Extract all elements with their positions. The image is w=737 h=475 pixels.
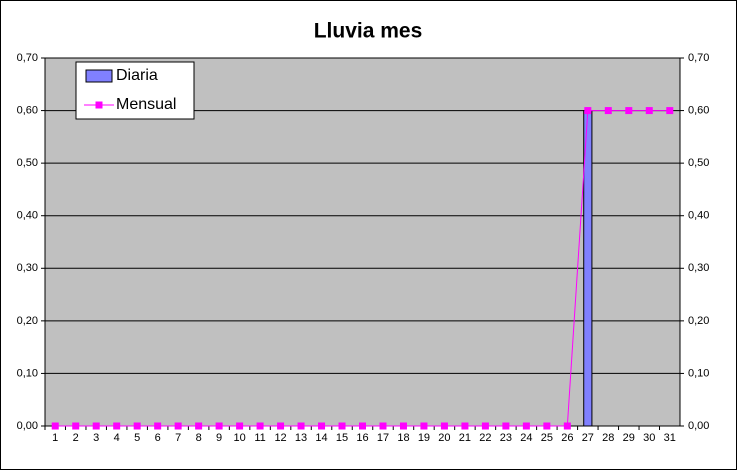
- line-marker: [92, 422, 100, 430]
- line-marker: [72, 422, 80, 430]
- x-tick-label: 10: [233, 432, 245, 444]
- y2-tick-label: 0,30: [688, 262, 709, 274]
- y-tick-label: 0,50: [17, 157, 38, 169]
- x-tick-label: 26: [561, 432, 573, 444]
- line-marker: [236, 422, 244, 430]
- line-marker: [215, 422, 223, 430]
- x-tick-label: 20: [438, 432, 450, 444]
- x-tick-label: 5: [134, 432, 140, 444]
- y2-tick-label: 0,20: [688, 315, 709, 327]
- line-marker: [440, 422, 448, 430]
- line-marker: [318, 422, 326, 430]
- y2-tick-label: 0,10: [688, 367, 709, 379]
- line-marker: [399, 422, 407, 430]
- line-marker: [51, 422, 59, 430]
- x-tick-label: 6: [155, 432, 161, 444]
- x-tick-label: 9: [216, 432, 222, 444]
- x-tick-label: 14: [315, 432, 327, 444]
- line-marker: [645, 107, 653, 115]
- x-tick-label: 7: [175, 432, 181, 444]
- x-tick-label: 8: [196, 432, 202, 444]
- line-marker: [584, 107, 592, 115]
- y-tick-label: 0,30: [17, 262, 38, 274]
- x-tick-label: 4: [114, 432, 120, 444]
- x-tick-label: 30: [643, 432, 655, 444]
- x-tick-label: 28: [602, 432, 614, 444]
- x-tick-label: 1: [52, 432, 58, 444]
- line-marker: [133, 422, 141, 430]
- line-marker: [461, 422, 469, 430]
- x-tick-label: 18: [397, 432, 409, 444]
- y-tick-label: 0,70: [17, 52, 38, 64]
- y2-tick-label: 0,50: [688, 157, 709, 169]
- x-tick-label: 16: [356, 432, 368, 444]
- line-marker: [379, 422, 387, 430]
- line-marker: [604, 107, 612, 115]
- x-tick-label: 22: [479, 432, 491, 444]
- x-tick-label: 17: [377, 432, 389, 444]
- legend-swatch: [85, 69, 113, 83]
- line-marker: [297, 422, 305, 430]
- y2-tick-label: 0,40: [688, 210, 709, 222]
- y2-tick-label: 0,00: [688, 420, 709, 432]
- line-marker: [502, 422, 510, 430]
- x-tick-label: 13: [295, 432, 307, 444]
- line-marker: [522, 422, 530, 430]
- legend-label: Diaria: [116, 67, 158, 84]
- x-tick-label: 11: [254, 432, 265, 444]
- legend-marker: [95, 101, 103, 109]
- y-tick-label: 0,40: [17, 210, 38, 222]
- line-marker: [625, 107, 633, 115]
- y-tick-label: 0,20: [17, 315, 38, 327]
- x-tick-label: 23: [500, 432, 512, 444]
- x-tick-label: 25: [541, 432, 553, 444]
- line-marker: [666, 107, 674, 115]
- line-marker: [277, 422, 285, 430]
- x-tick-label: 24: [520, 432, 532, 444]
- line-marker: [338, 422, 346, 430]
- x-tick-label: 15: [336, 432, 348, 444]
- line-marker: [195, 422, 203, 430]
- legend-label: Mensual: [116, 96, 176, 113]
- line-marker: [154, 422, 162, 430]
- x-tick-label: 21: [459, 432, 471, 444]
- y-tick-label: 0,00: [17, 420, 38, 432]
- line-marker: [481, 422, 489, 430]
- line-marker: [543, 422, 551, 430]
- x-tick-label: 19: [418, 432, 430, 444]
- line-marker: [113, 422, 121, 430]
- line-marker: [256, 422, 264, 430]
- x-tick-label: 27: [582, 432, 594, 444]
- y2-tick-label: 0,60: [688, 104, 709, 116]
- y-tick-label: 0,10: [17, 367, 38, 379]
- x-tick-label: 2: [73, 432, 79, 444]
- line-marker: [359, 422, 366, 430]
- y2-tick-label: 0,70: [688, 52, 709, 64]
- line-marker: [420, 422, 428, 430]
- line-marker: [174, 422, 182, 430]
- chart-title: Lluvia mes: [314, 20, 423, 43]
- line-marker: [563, 422, 571, 430]
- x-tick-label: 3: [93, 432, 99, 444]
- y-tick-label: 0,60: [17, 104, 38, 116]
- x-tick-label: 12: [274, 432, 286, 444]
- x-tick-label: 31: [664, 432, 676, 444]
- x-tick-label: 29: [623, 432, 635, 444]
